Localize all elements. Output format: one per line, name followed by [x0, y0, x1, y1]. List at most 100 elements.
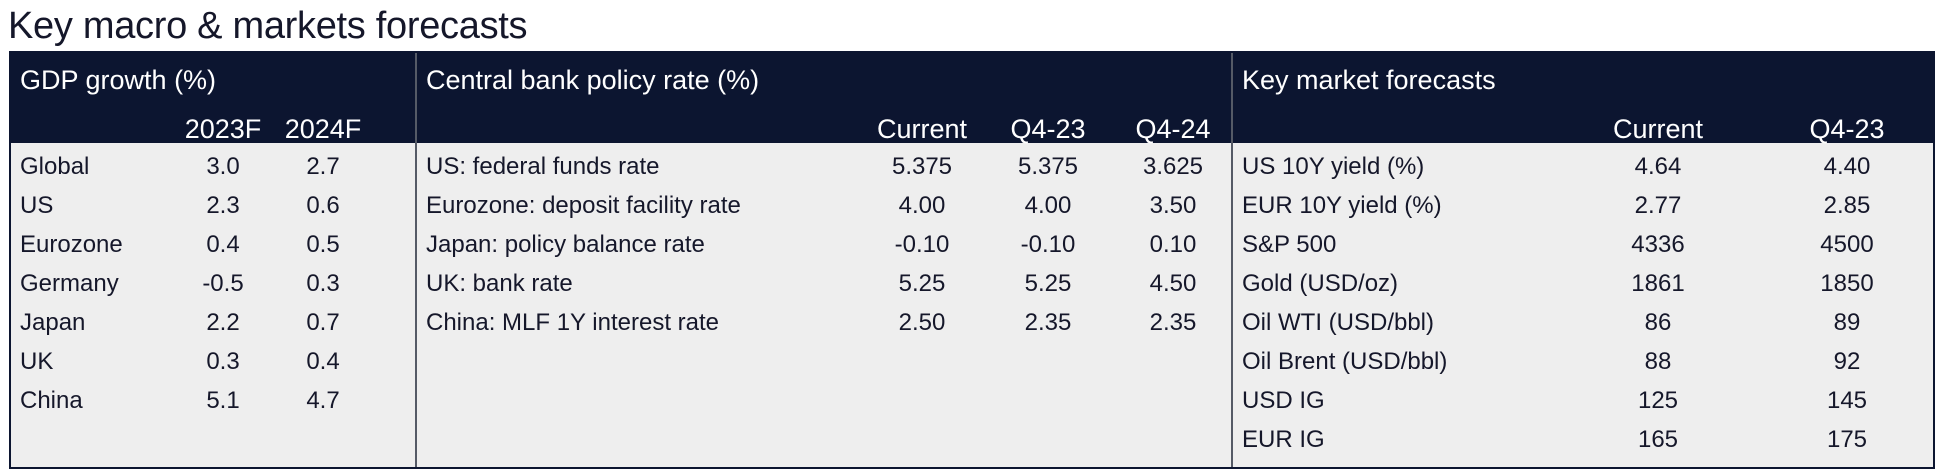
row-value: -0.10 [894, 231, 950, 258]
row-label: Eurozone: deposit facility rate [426, 192, 741, 219]
gdp-col-header-2023f: 2023F [184, 114, 262, 144]
markets-col-header-current: Current [1612, 114, 1704, 144]
row-value: 0.3 [306, 270, 340, 297]
row-value: 4.50 [1149, 270, 1197, 297]
table-row: EUR 10Y yield (%) 2.77 2.85 [1233, 186, 1933, 225]
table-row: Eurozone: deposit facility rate 4.00 4.0… [417, 186, 1231, 225]
table-row: US 2.3 0.6 [11, 186, 415, 225]
row-value: 2.77 [1634, 192, 1682, 219]
gdp-body: Global 3.0 2.7 US 2.3 0.6 Eurozone 0.4 0… [11, 143, 415, 467]
row-label: Germany [20, 270, 119, 297]
row-value: 4336 [1631, 231, 1685, 258]
row-label: US 10Y yield (%) [1242, 153, 1425, 180]
row-value: -0.10 [1020, 231, 1076, 258]
markets-col-header-q4-23: Q4-23 [1809, 114, 1885, 144]
table-row: Oil WTI (USD/bbl) 86 89 [1233, 303, 1933, 342]
row-value: 4.00 [1024, 192, 1072, 219]
table-row: US 10Y yield (%) 4.64 4.40 [1233, 147, 1933, 186]
row-value: 2.50 [898, 309, 946, 336]
row-label: US [20, 192, 54, 219]
table-row: Gold (USD/oz) 1861 1850 [1233, 264, 1933, 303]
table-row: Japan 2.2 0.7 [11, 303, 415, 342]
policy-col-header-q4-23: Q4-23 [1010, 114, 1086, 144]
table-row: UK: bank rate 5.25 5.25 4.50 [417, 264, 1231, 303]
row-value: -0.5 [202, 270, 244, 297]
market-forecasts-panel: Key market forecasts Current Q4-23 US 10… [1231, 53, 1933, 467]
table-row: S&P 500 4336 4500 [1233, 225, 1933, 264]
table-row: China 5.1 4.7 [11, 381, 415, 420]
row-label: USD IG [1242, 387, 1325, 414]
row-value: 2.3 [206, 192, 240, 219]
row-label: Eurozone [20, 231, 123, 258]
row-label: EUR IG [1242, 426, 1325, 453]
row-label: China [20, 387, 83, 414]
table-row: UK 0.3 0.4 [11, 342, 415, 381]
forecast-table: GDP growth (%) 2023F 2024F Global 3.0 2.… [9, 51, 1935, 469]
row-value: 5.1 [206, 387, 240, 414]
row-value: 125 [1637, 387, 1679, 414]
policy-rate-panel: Central bank policy rate (%) Current Q4-… [415, 53, 1231, 467]
table-row: Eurozone 0.4 0.5 [11, 225, 415, 264]
row-value: 1861 [1631, 270, 1685, 297]
table-row: USD IG 125 145 [1233, 381, 1933, 420]
gdp-header: GDP growth (%) 2023F 2024F [11, 53, 415, 144]
row-value: 2.35 [1024, 309, 1072, 336]
markets-panel-title: Key market forecasts [1242, 65, 1496, 95]
row-value: 0.10 [1149, 231, 1197, 258]
row-value: 175 [1826, 426, 1868, 453]
row-value: 4500 [1820, 231, 1874, 258]
row-value: 89 [1833, 309, 1861, 336]
gdp-col-header-2024f: 2024F [284, 114, 362, 144]
row-label: China: MLF 1Y interest rate [426, 309, 720, 336]
row-value: 2.35 [1149, 309, 1197, 336]
row-label: Japan: policy balance rate [426, 231, 705, 258]
policy-header: Central bank policy rate (%) Current Q4-… [417, 53, 1231, 144]
policy-col-header-current: Current [876, 114, 968, 144]
row-value: 5.375 [891, 153, 953, 180]
table-row: Global 3.0 2.7 [11, 147, 415, 186]
row-label: S&P 500 [1242, 231, 1337, 258]
row-label: Japan [20, 309, 86, 336]
page-title: Key macro & markets forecasts [8, 5, 528, 47]
row-value: 4.7 [306, 387, 340, 414]
row-value: 3.0 [206, 153, 240, 180]
row-value: 2.7 [306, 153, 340, 180]
row-value: 0.7 [306, 309, 340, 336]
table-row: EUR IG 165 175 [1233, 420, 1933, 459]
row-value: 0.4 [206, 231, 240, 258]
table-row: US: federal funds rate 5.375 5.375 3.625 [417, 147, 1231, 186]
row-value: 5.25 [898, 270, 946, 297]
row-value: 2.85 [1823, 192, 1871, 219]
markets-header: Key market forecasts Current Q4-23 [1233, 53, 1933, 144]
row-value: 0.5 [306, 231, 340, 258]
table-row: Germany -0.5 0.3 [11, 264, 415, 303]
row-value: 86 [1644, 309, 1672, 336]
gdp-growth-panel: GDP growth (%) 2023F 2024F Global 3.0 2.… [11, 53, 415, 467]
policy-body: US: federal funds rate 5.375 5.375 3.625… [417, 143, 1231, 467]
row-label: Gold (USD/oz) [1242, 270, 1399, 297]
row-value: 4.64 [1634, 153, 1682, 180]
row-value: 2.2 [206, 309, 240, 336]
row-value: 88 [1644, 348, 1672, 375]
row-label: Oil WTI (USD/bbl) [1242, 309, 1434, 336]
row-label: US: federal funds rate [426, 153, 660, 180]
table-row: Oil Brent (USD/bbl) 88 92 [1233, 342, 1933, 381]
row-value: 0.4 [306, 348, 340, 375]
row-label: EUR 10Y yield (%) [1242, 192, 1442, 219]
row-value: 165 [1637, 426, 1679, 453]
markets-body: US 10Y yield (%) 4.64 4.40 EUR 10Y yield… [1233, 143, 1933, 467]
gdp-panel-title: GDP growth (%) [20, 65, 217, 95]
row-label: UK [20, 348, 54, 375]
policy-col-header-q4-24: Q4-24 [1135, 114, 1211, 144]
row-value: 4.40 [1823, 153, 1871, 180]
row-value: 3.625 [1142, 153, 1204, 180]
row-value: 3.50 [1149, 192, 1197, 219]
table-row: Japan: policy balance rate -0.10 -0.10 0… [417, 225, 1231, 264]
row-value: 5.375 [1017, 153, 1079, 180]
row-value: 0.3 [206, 348, 240, 375]
row-value: 145 [1826, 387, 1868, 414]
row-label: Oil Brent (USD/bbl) [1242, 348, 1448, 375]
row-value: 92 [1833, 348, 1861, 375]
row-value: 1850 [1820, 270, 1874, 297]
policy-panel-title: Central bank policy rate (%) [426, 65, 760, 95]
